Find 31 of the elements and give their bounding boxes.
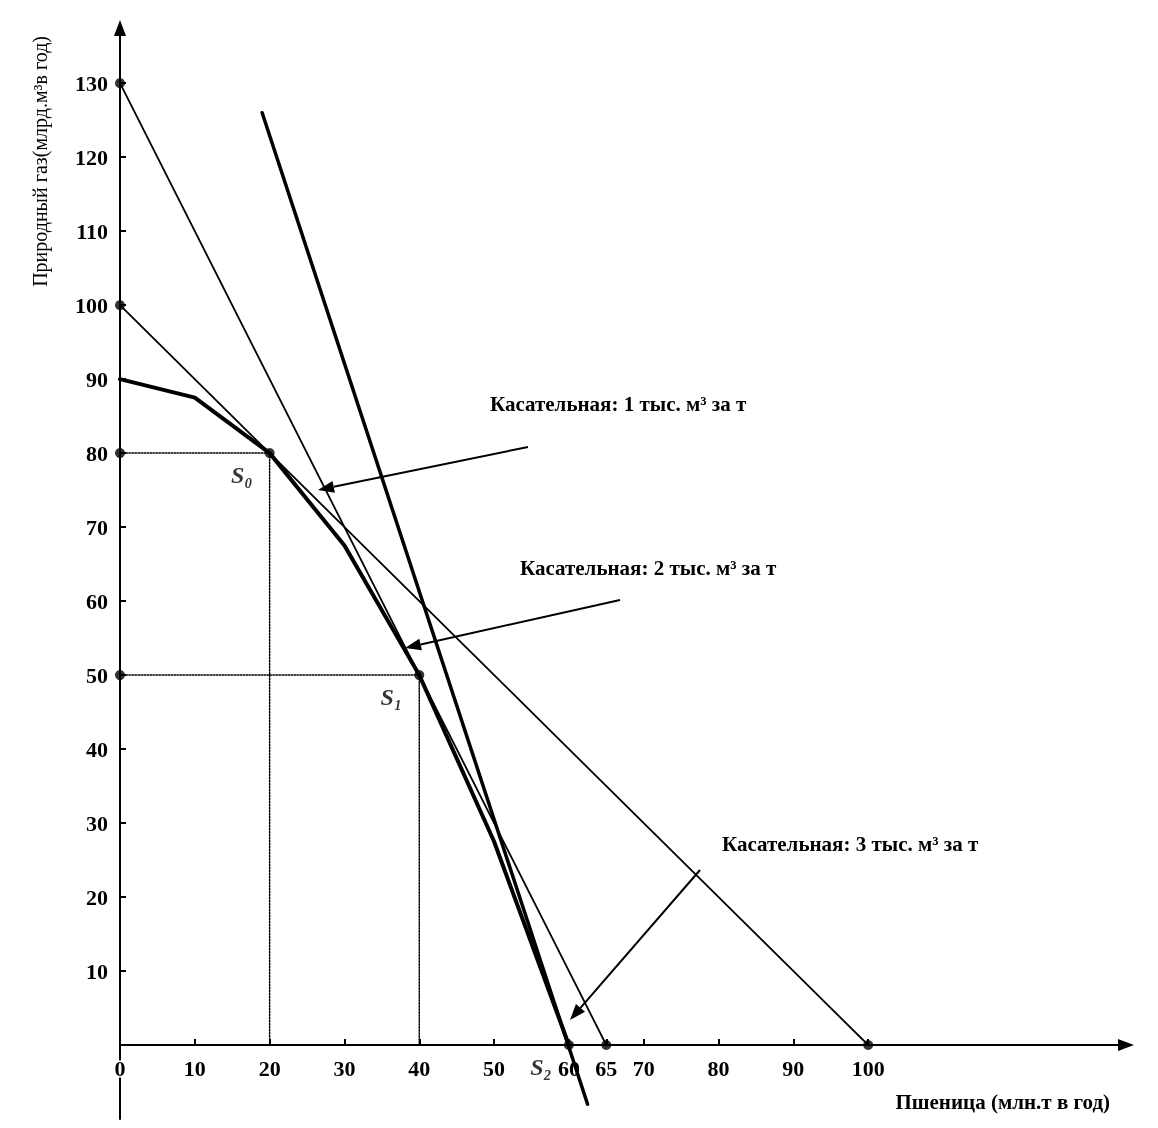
data-label: S₁ bbox=[380, 684, 403, 711]
annotation: Касательная: 2 тыс. м³ за т bbox=[520, 556, 777, 581]
x-tick-label: 40 bbox=[408, 1055, 431, 1081]
y-tick-label: 50 bbox=[86, 662, 108, 688]
x-tick-label: 50 bbox=[483, 1055, 506, 1081]
x-tick-label: 70 bbox=[632, 1055, 655, 1081]
x-tick-label: 65 bbox=[595, 1055, 618, 1081]
annotation: Касательная: 3 тыс. м³ за т bbox=[722, 832, 979, 857]
x-axis-title: Пшеница (млн.т в год) bbox=[895, 1090, 1110, 1115]
y-tick-label: 100 bbox=[75, 292, 108, 318]
y-tick-label: 110 bbox=[76, 218, 108, 244]
x-tick-label: 90 bbox=[782, 1055, 805, 1081]
x-tick-label: 30 bbox=[333, 1055, 356, 1081]
y-tick-label: 10 bbox=[86, 958, 108, 984]
x-tick-label: 100 bbox=[851, 1055, 885, 1081]
x-tick-label: 80 bbox=[707, 1055, 730, 1081]
y-axis-title: Природный газ(млрд.м³в год) bbox=[29, 36, 52, 287]
y-tick-label: 120 bbox=[75, 144, 108, 170]
data-label: S₂ bbox=[530, 1054, 552, 1081]
data-label: S₀ bbox=[230, 462, 253, 489]
y-tick-label: 30 bbox=[86, 810, 108, 836]
y-tick-label: 20 bbox=[86, 884, 108, 910]
y-tick-label: 130 bbox=[75, 70, 108, 96]
y-tick-label: 40 bbox=[86, 736, 108, 762]
x-tick-label: 20 bbox=[258, 1055, 281, 1081]
y-tick-label: 70 bbox=[86, 514, 108, 540]
annotation: Касательная: 1 тыс. м³ за т bbox=[490, 392, 747, 417]
y-tick-label: 90 bbox=[86, 366, 108, 392]
x-tick-label: 10 bbox=[183, 1055, 206, 1081]
y-tick-label: 60 bbox=[86, 588, 108, 614]
y-tick-label: 80 bbox=[86, 440, 108, 466]
